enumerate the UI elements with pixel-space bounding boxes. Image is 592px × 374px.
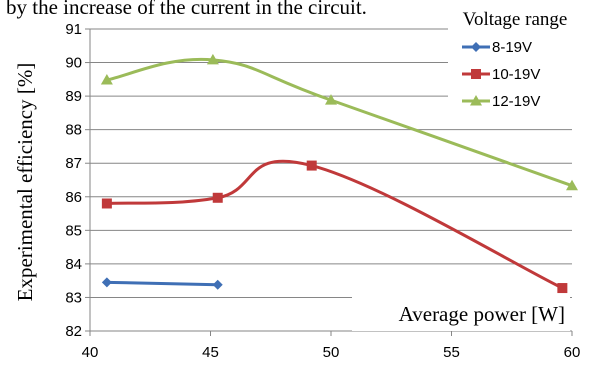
series-line bbox=[106, 57, 573, 188]
y-tick-labels: 82 83 84 85 86 87 88 89 90 91 bbox=[65, 21, 82, 340]
series-line bbox=[106, 280, 218, 287]
legend-item: 8-19V bbox=[462, 39, 532, 56]
x-tick-label: 40 bbox=[82, 344, 99, 361]
y-tick-label: 85 bbox=[65, 222, 82, 239]
y-tick-label: 90 bbox=[65, 55, 82, 72]
x-tick-labels: 40 45 50 55 60 bbox=[82, 344, 581, 361]
data-point bbox=[100, 74, 113, 85]
x-axis-label: Average power [W] bbox=[399, 302, 565, 326]
legend-items: 8-19V 10-19V 12-19V bbox=[462, 39, 540, 110]
legend-label: 10-19V bbox=[492, 66, 540, 83]
legend-marker bbox=[471, 69, 481, 79]
legend: Voltage range 8-19V 10-19V 12-19V bbox=[448, 9, 586, 122]
legend-label: 8-19V bbox=[492, 39, 532, 56]
y-tick-label: 82 bbox=[65, 323, 82, 340]
legend-marker bbox=[470, 95, 482, 106]
y-tick-label: 86 bbox=[65, 189, 82, 206]
legend-marker bbox=[471, 42, 481, 52]
legend-label: 12-19V bbox=[492, 93, 540, 110]
y-tick-label: 83 bbox=[65, 289, 82, 306]
data-point bbox=[306, 160, 317, 171]
x-tick-label: 55 bbox=[443, 344, 460, 361]
data-point bbox=[206, 53, 219, 65]
x-tick-label: 45 bbox=[202, 344, 219, 361]
data-point bbox=[212, 192, 223, 203]
data-point bbox=[101, 198, 112, 209]
legend-item: 10-19V bbox=[462, 66, 540, 83]
x-tick-label: 60 bbox=[564, 344, 581, 361]
series-line bbox=[106, 159, 564, 290]
series-8-19V bbox=[101, 277, 223, 290]
data-point bbox=[212, 279, 223, 290]
series-12-19V bbox=[100, 53, 578, 191]
y-tick-label: 89 bbox=[65, 88, 82, 105]
legend-background bbox=[448, 10, 586, 122]
data-point bbox=[566, 179, 578, 191]
series-group bbox=[100, 53, 578, 294]
y-tick-label: 91 bbox=[65, 21, 82, 38]
y-tick-label: 84 bbox=[65, 256, 82, 273]
legend-title: Voltage range bbox=[463, 9, 568, 30]
caption-fragment: by the increase of the current in the ci… bbox=[6, 0, 367, 19]
y-tick-label: 87 bbox=[65, 155, 82, 172]
x-axis-label-background bbox=[352, 297, 570, 331]
data-point bbox=[325, 94, 337, 105]
legend-item: 12-19V bbox=[462, 93, 540, 110]
y-tick-label: 88 bbox=[65, 122, 82, 139]
x-tick-label: 50 bbox=[323, 344, 340, 361]
y-axis-label: Experimental efficiency [%] bbox=[13, 63, 37, 302]
data-point bbox=[101, 277, 112, 288]
data-point bbox=[557, 283, 568, 294]
series-10-19V bbox=[101, 159, 568, 294]
